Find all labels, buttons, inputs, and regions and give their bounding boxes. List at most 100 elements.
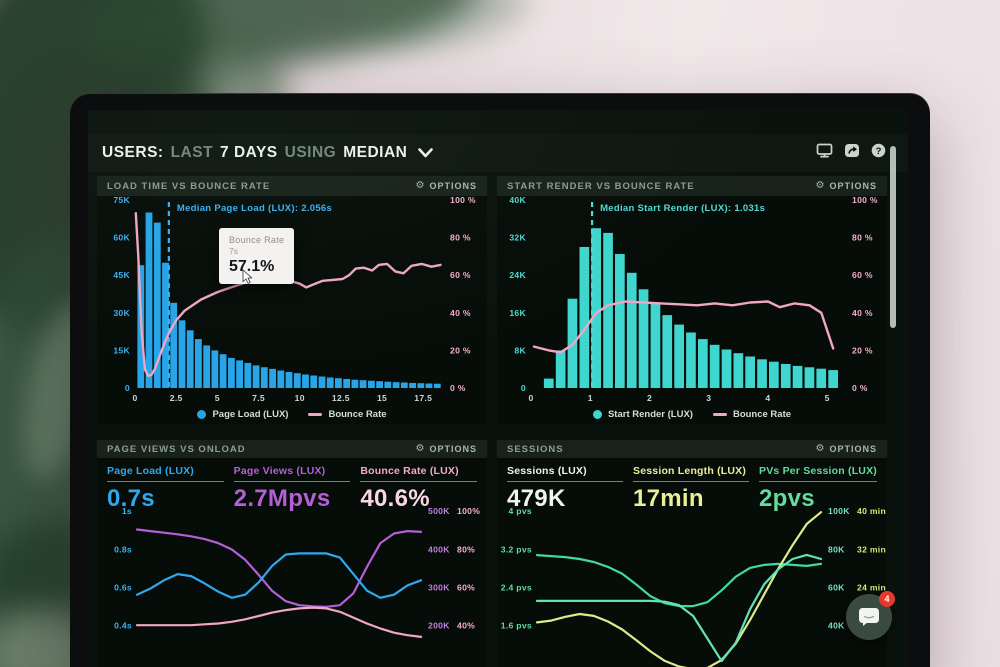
bounce-rate-tooltip: Bounce Rate 7s 57.1% <box>219 228 295 284</box>
date-range-dropdown[interactable]: USERS: LAST 7 DAYS USING MEDIAN <box>102 144 434 162</box>
svg-text:0.6s: 0.6s <box>114 583 132 593</box>
legend-start-render[interactable]: Start Render (LUX) <box>592 409 693 420</box>
svg-text:5: 5 <box>215 393 220 403</box>
svg-text:40 %: 40 % <box>450 308 471 318</box>
svg-text:17.5: 17.5 <box>414 393 432 403</box>
svg-text:200K: 200K <box>428 621 450 631</box>
gear-icon: ⚙ <box>415 443 426 454</box>
svg-text:32 min: 32 min <box>857 544 886 554</box>
plant-leaf <box>355 0 535 60</box>
load-time-chart[interactable]: Median Page Load (LUX): 2.056s 75K 60K 45K 3… <box>97 195 487 404</box>
svg-text:80%: 80% <box>457 544 475 554</box>
svg-text:100K: 100K <box>828 506 850 516</box>
svg-text:80K: 80K <box>828 544 845 554</box>
options-button[interactable]: ⚙ OPTIONS <box>415 180 477 192</box>
metric-page-views: Page Views (LUX) 2.7Mpvs <box>233 465 351 512</box>
chevron-down-icon[interactable] <box>418 148 434 158</box>
metric-sessions: Sessions (LUX) 479K <box>507 465 623 512</box>
scrollbar-thumb[interactable] <box>890 146 896 328</box>
svg-text:300K: 300K <box>428 583 450 593</box>
svg-text:40K: 40K <box>828 621 845 631</box>
options-button[interactable]: ⚙ OPTIONS <box>415 443 477 455</box>
svg-text:30K: 30K <box>113 308 130 318</box>
svg-text:20 %: 20 % <box>852 345 873 355</box>
svg-text:100 %: 100 % <box>852 196 878 205</box>
laptop-frame: USERS: LAST 7 DAYS USING MEDIAN <box>70 93 930 667</box>
chart-legend: Page Load (LUX) Bounce Rate <box>97 404 487 424</box>
start-render-chart[interactable]: Median Start Render (LUX): 1.031s 40K 32K 2… <box>497 195 887 404</box>
metric-bounce-rate: Bounce Rate (LUX) 40.6% <box>360 465 478 512</box>
svg-text:3: 3 <box>706 393 711 403</box>
gear-icon: ⚙ <box>815 443 826 454</box>
svg-text:60K: 60K <box>828 583 845 593</box>
page-views-chart[interactable]: 1s 0.8s 0.6s 0.4s 500K 400K 300K 200K 100% 80% 60%… <box>97 502 487 667</box>
sessions-chart[interactable]: 4 pvs 3.2 pvs 2.4 pvs 1.6 pvs 100K 80K 60K 40K 4… <box>497 502 887 667</box>
svg-text:15: 15 <box>377 393 387 403</box>
metrics-row: Page Load (LUX) 0.7s Page Views (LUX) 2.… <box>97 458 487 512</box>
title-days: 7 DAYS <box>220 144 278 161</box>
svg-text:0: 0 <box>132 393 137 403</box>
share-icon[interactable] <box>844 143 860 158</box>
svg-text:60%: 60% <box>457 583 475 593</box>
legend-bounce-rate[interactable]: Bounce Rate <box>308 409 387 420</box>
title-using: USING <box>284 144 337 161</box>
legend-bounce-rate[interactable]: Bounce Rate <box>712 409 791 420</box>
tooltip-label: Bounce Rate <box>229 235 285 245</box>
svg-text:0.8s: 0.8s <box>114 544 132 554</box>
svg-text:Median Start Render (LUX): 1.0: Median Start Render (LUX): 1.031s <box>600 203 765 214</box>
legend-dash <box>712 412 727 416</box>
svg-text:100 %: 100 % <box>450 196 476 205</box>
notification-badge: 4 <box>879 591 895 607</box>
svg-text:16K: 16K <box>509 308 526 318</box>
options-button[interactable]: ⚙ OPTIONS <box>815 443 877 455</box>
svg-text:400K: 400K <box>428 544 450 554</box>
svg-text:12.5: 12.5 <box>332 393 350 403</box>
svg-text:0: 0 <box>521 383 526 393</box>
options-button[interactable]: ⚙ OPTIONS <box>815 180 877 192</box>
metric-pvs-per-session: PVs Per Session (LUX) 2pvs <box>759 465 877 512</box>
svg-text:60 %: 60 % <box>852 270 873 280</box>
svg-text:1s: 1s <box>122 506 132 516</box>
svg-text:0 %: 0 % <box>852 383 868 393</box>
svg-text:60 %: 60 % <box>450 270 471 280</box>
svg-text:15K: 15K <box>113 345 130 355</box>
svg-text:5: 5 <box>825 393 830 403</box>
svg-text:1.6 pvs: 1.6 pvs <box>501 621 532 631</box>
svg-text:Median Page Load (LUX): 2.056s: Median Page Load (LUX): 2.056s <box>177 203 332 214</box>
svg-text:8K: 8K <box>514 345 526 355</box>
svg-text:40%: 40% <box>457 621 475 631</box>
svg-text:2.4 pvs: 2.4 pvs <box>501 583 532 593</box>
legend-dot <box>592 409 602 419</box>
svg-text:40 min: 40 min <box>857 506 886 516</box>
svg-text:0.4s: 0.4s <box>114 621 132 631</box>
title-median: MEDIAN <box>343 144 408 161</box>
legend-page-load[interactable]: Page Load (LUX) <box>197 409 288 420</box>
title-last: LAST <box>170 144 214 161</box>
monitor-icon[interactable] <box>816 143 833 158</box>
panel-page-views-vs-onload: PAGE VIEWS VS ONLOAD ⚙ OPTIONS Page Load … <box>97 440 487 667</box>
gear-icon: ⚙ <box>815 180 826 191</box>
svg-text:24K: 24K <box>509 270 526 280</box>
panel-title: START RENDER VS BOUNCE RATE <box>507 180 695 192</box>
metric-session-length: Session Length (LUX) 17min <box>633 465 749 512</box>
svg-text:100%: 100% <box>457 506 480 516</box>
panel-start-render-vs-bounce-rate: START RENDER VS BOUNCE RATE ⚙ OPTIONS Med… <box>497 176 887 424</box>
title-users: USERS: <box>102 144 164 161</box>
svg-text:?: ? <box>876 146 882 157</box>
svg-text:60K: 60K <box>113 233 130 243</box>
dashboard-header: USERS: LAST 7 DAYS USING MEDIAN <box>88 134 908 172</box>
svg-text:1: 1 <box>588 393 593 403</box>
mouse-cursor-icon <box>239 268 255 291</box>
svg-text:80 %: 80 % <box>852 233 873 243</box>
help-icon[interactable]: ? <box>871 143 886 158</box>
svg-text:40K: 40K <box>509 196 526 205</box>
svg-text:0: 0 <box>528 393 533 403</box>
tooltip-value: 57.1% <box>229 258 275 275</box>
legend-dash <box>308 412 323 416</box>
svg-text:3.2 pvs: 3.2 pvs <box>501 544 532 554</box>
svg-text:500K: 500K <box>428 506 450 516</box>
svg-text:2.5: 2.5 <box>170 393 183 403</box>
chat-widget-button[interactable]: 4 <box>846 591 895 640</box>
panel-load-time-vs-bounce-rate: LOAD TIME VS BOUNCE RATE ⚙ OPTIONS Median… <box>97 176 487 424</box>
